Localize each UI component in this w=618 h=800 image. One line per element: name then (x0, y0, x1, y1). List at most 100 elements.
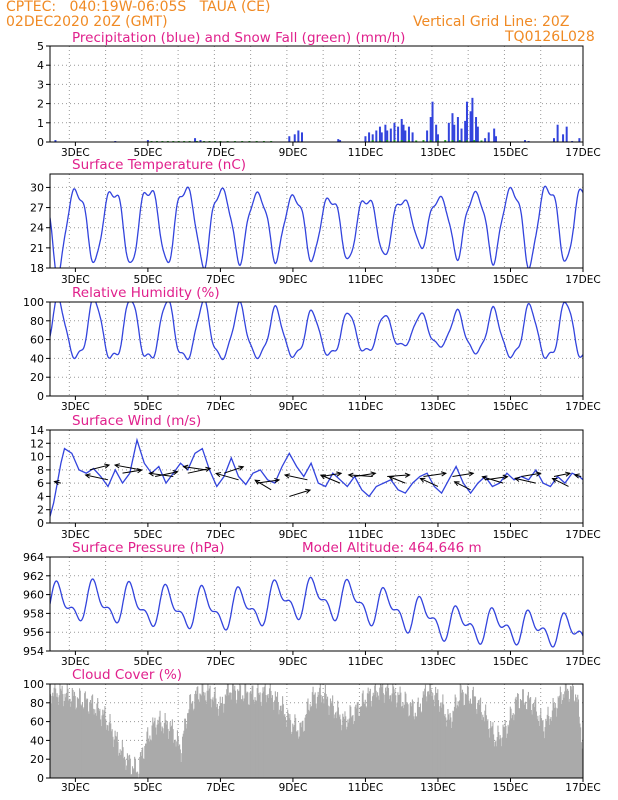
cloud-bar (578, 716, 580, 778)
cloud-bar (383, 702, 385, 778)
cloud-bar (464, 704, 466, 778)
cloud-bar (108, 730, 110, 778)
cloud-bar (355, 704, 357, 778)
y-tick-label: 12 (30, 437, 44, 450)
cloud-bar (55, 688, 57, 778)
precip-bar (339, 140, 342, 142)
cloud-bar (549, 718, 551, 778)
cloud-bar (121, 750, 123, 778)
cloud-bar (141, 749, 143, 778)
cloud-bar (188, 709, 190, 778)
cloud-bar (238, 690, 240, 778)
cloud-bar (573, 700, 575, 778)
cloud-bar (273, 709, 275, 778)
cloud-bar (335, 718, 337, 778)
cloud-bar (195, 690, 197, 778)
cloud-bar (498, 731, 500, 778)
cloud-bar (538, 725, 540, 778)
cloud-bar (295, 731, 297, 778)
cloud-bar (395, 707, 398, 778)
cloud-bar (316, 708, 318, 778)
cloud-bar (456, 708, 458, 778)
y-tick-label: 8 (37, 464, 44, 477)
cloud-bar (213, 693, 215, 778)
cloud-bar (289, 714, 291, 778)
cloud-bar (298, 738, 300, 778)
cloud-bar (455, 697, 457, 778)
cloud-bar (425, 696, 427, 778)
cloud-bar (247, 692, 249, 778)
cloud-bar (304, 717, 306, 778)
cloud-bar (51, 695, 53, 778)
cloud-bar (359, 706, 361, 778)
cloud-bar (348, 718, 350, 778)
y-tick-label: 24 (30, 222, 44, 235)
x-tick-label: 15DEC (493, 147, 528, 159)
cloud-bar (484, 710, 486, 778)
cloud-bar (220, 703, 222, 778)
precip-bar (146, 140, 149, 142)
cloud-bar (466, 685, 469, 778)
cloud-bar (283, 715, 285, 778)
cloud-bar (100, 719, 102, 778)
cloud-bar (251, 685, 253, 778)
cloud-bar (416, 701, 419, 778)
cloud-bar (196, 687, 198, 778)
cloud-bar (187, 712, 189, 778)
cloud-bar (287, 709, 289, 778)
cloud-bar (100, 726, 102, 778)
cloud-bar (145, 743, 147, 778)
cloud-bar (539, 715, 541, 778)
snow-bar (407, 140, 410, 142)
wind-vector-head (551, 477, 558, 483)
wind-vector (183, 466, 206, 471)
plot-area (54, 97, 581, 142)
cloud-bar (198, 701, 200, 778)
cloud-bar (126, 765, 128, 778)
cloud-bar (288, 718, 290, 778)
panel-frame (49, 429, 584, 524)
cloud-bar (300, 727, 303, 778)
precip-bar (469, 111, 472, 142)
cloud-bar (405, 693, 407, 778)
cloud-bar (76, 707, 78, 778)
y-tick-label: 3 (37, 78, 44, 91)
cloud-bar (147, 727, 149, 778)
cloud-bar (486, 720, 488, 778)
cloud-bar (200, 695, 202, 778)
cloud-bar (377, 695, 379, 778)
cloud-bar (300, 722, 302, 778)
cloud-bar (319, 684, 321, 778)
cloud-bar (88, 713, 90, 778)
cloud-bar (160, 722, 162, 778)
cloud-bar (143, 758, 145, 778)
cloud-bar (203, 691, 205, 778)
cloud-bar (506, 738, 508, 778)
cloud-bar (422, 691, 424, 778)
cloud-bar (231, 692, 233, 778)
cloud-bar (350, 717, 353, 778)
cloud-bar (248, 704, 250, 778)
cloud-bar (502, 724, 504, 778)
cloud-bar (344, 711, 346, 778)
cloud-bar (403, 708, 405, 778)
cloud-bar (552, 697, 554, 778)
y-tick-label: 40 (30, 352, 44, 365)
cloud-bar (538, 721, 540, 778)
cloud-bar (521, 700, 523, 778)
cloud-bar (130, 774, 132, 778)
cloud-bar (158, 716, 160, 778)
cloud-bar (580, 727, 582, 778)
cloud-bar (519, 699, 522, 778)
snow-bar (400, 140, 403, 142)
precip-bar (436, 134, 439, 142)
cloud-bar (503, 726, 505, 778)
wind-vector-head (104, 463, 111, 469)
cloud-bar (163, 722, 165, 778)
cloud-bar (417, 697, 419, 778)
cloud-bar (55, 696, 57, 778)
cloud-bar (79, 690, 81, 778)
header-run-time: 02DEC2020 20Z (GMT) (6, 14, 168, 30)
wind-vector-head (481, 475, 488, 481)
cloud-bar (94, 713, 97, 778)
